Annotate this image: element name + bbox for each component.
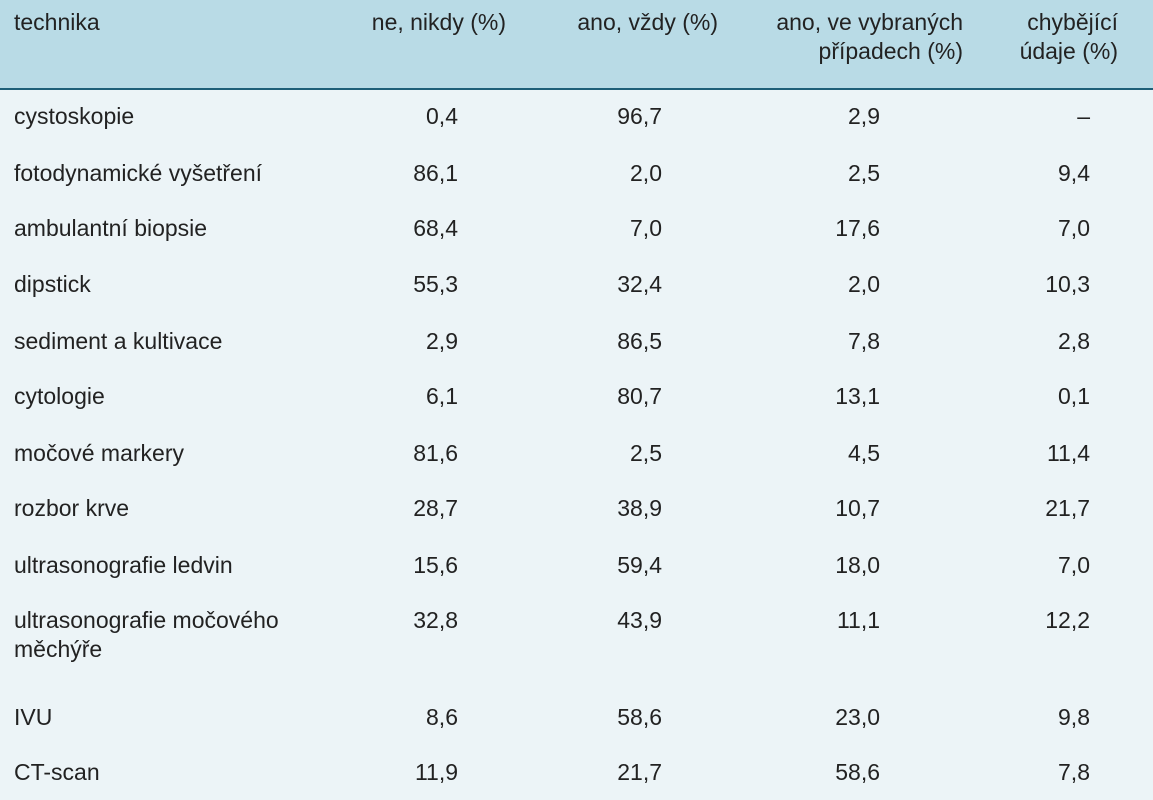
cell-technika: CT-scan xyxy=(14,759,100,785)
cell-selected: 2,5 xyxy=(848,160,880,186)
cell-always: 59,4 xyxy=(617,552,662,578)
cell-missing: 2,8 xyxy=(1058,328,1090,354)
cell-technika: dipstick xyxy=(14,271,91,297)
cell-missing: 21,7 xyxy=(1045,495,1090,521)
cell-never: 32,8 xyxy=(413,607,458,633)
header-technika: technika xyxy=(14,9,100,35)
cell-always: 2,5 xyxy=(630,440,662,466)
cell-never: 86,1 xyxy=(413,160,458,186)
cell-always: 80,7 xyxy=(617,383,662,409)
cell-selected: 2,0 xyxy=(848,271,880,297)
cell-technika: cytologie xyxy=(14,383,105,409)
cell-always: 2,0 xyxy=(630,160,662,186)
cell-technika: ultrasonografie močového měchýře xyxy=(14,607,279,662)
cell-technika: rozbor krve xyxy=(14,495,130,521)
cell-technika: IVU xyxy=(14,704,53,730)
cell-never: 0,4 xyxy=(426,103,458,129)
cell-never: 15,6 xyxy=(413,552,458,578)
cell-missing: 7,0 xyxy=(1058,215,1090,241)
table-header: technika ne, nikdy (%) ano, vždy (%) ano… xyxy=(0,0,1153,88)
cell-never: 28,7 xyxy=(413,495,458,521)
cell-missing: – xyxy=(1077,103,1090,129)
cell-always: 86,5 xyxy=(617,328,662,354)
cell-always: 58,6 xyxy=(617,704,662,730)
cell-selected: 2,9 xyxy=(848,103,880,129)
cell-always: 7,0 xyxy=(630,215,662,241)
cell-never: 11,9 xyxy=(414,759,458,785)
cell-technika: cystoskopie xyxy=(14,103,135,129)
cell-never: 55,3 xyxy=(413,271,458,297)
cell-technika: močové markery xyxy=(14,440,184,466)
header-rule xyxy=(0,88,1153,90)
cell-technika: fotodynamické vyšetření xyxy=(14,160,263,186)
cell-always: 43,9 xyxy=(617,607,662,633)
cell-selected: 11,1 xyxy=(836,607,880,633)
cell-selected: 7,8 xyxy=(848,328,880,354)
cell-technika: ambulantní biopsie xyxy=(14,215,208,241)
cell-missing: 11,4 xyxy=(1046,440,1090,466)
cell-selected: 13,1 xyxy=(835,383,880,409)
cell-selected: 18,0 xyxy=(835,552,880,578)
cell-missing: 9,8 xyxy=(1058,704,1090,730)
header-never: ne, nikdy (%) xyxy=(371,9,506,35)
cell-technika: ultrasonografie ledvin xyxy=(14,552,233,578)
cell-missing: 7,0 xyxy=(1058,552,1090,578)
cell-never: 2,9 xyxy=(426,328,458,354)
cell-never: 8,6 xyxy=(426,704,458,730)
cell-always: 96,7 xyxy=(617,103,662,129)
header-always: ano, vždy (%) xyxy=(577,9,718,35)
header-missing: chybějící údaje (%) xyxy=(1019,9,1118,64)
cell-always: 38,9 xyxy=(617,495,662,521)
cell-always: 21,7 xyxy=(617,759,662,785)
cell-missing: 9,4 xyxy=(1058,160,1090,186)
cell-always: 32,4 xyxy=(617,271,662,297)
cell-never: 6,1 xyxy=(426,383,458,409)
cell-selected: 10,7 xyxy=(835,495,880,521)
cell-selected: 17,6 xyxy=(835,215,880,241)
cell-technika: sediment a kultivace xyxy=(14,328,223,354)
cell-missing: 12,2 xyxy=(1045,607,1090,633)
cell-selected: 4,5 xyxy=(848,440,880,466)
cell-missing: 7,8 xyxy=(1058,759,1090,785)
cell-never: 68,4 xyxy=(413,215,458,241)
header-selected: ano, ve vybraných případech (%) xyxy=(776,9,963,64)
cell-missing: 0,1 xyxy=(1058,383,1090,409)
cell-missing: 10,3 xyxy=(1045,271,1090,297)
cell-selected: 58,6 xyxy=(835,759,880,785)
cell-selected: 23,0 xyxy=(835,704,880,730)
cell-never: 81,6 xyxy=(413,440,458,466)
